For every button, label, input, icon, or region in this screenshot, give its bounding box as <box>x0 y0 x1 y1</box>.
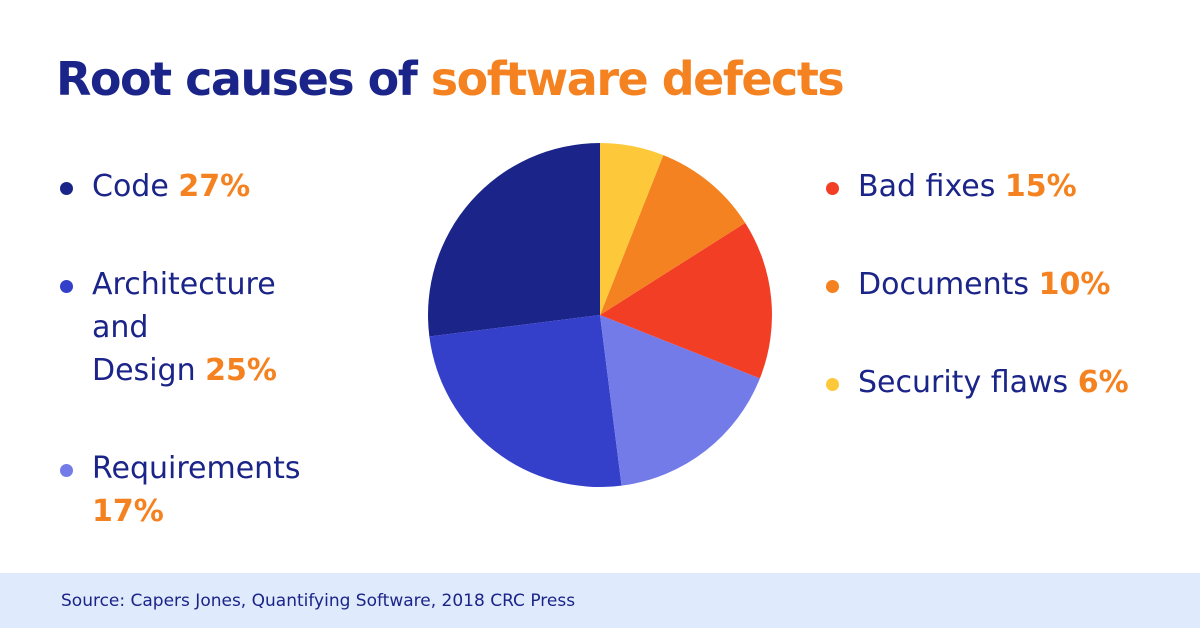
legend-dot <box>60 280 73 293</box>
legend-dot <box>826 378 839 391</box>
legend-item-requirements: Requirements 17% <box>60 447 301 533</box>
title-part-1: Root causes of <box>56 52 431 106</box>
legend-label: Architecture and Design <box>92 267 276 388</box>
legend-percent: 6% <box>1077 365 1129 400</box>
pie-chart <box>428 143 772 487</box>
pie-slice-architecture-and-design <box>429 315 622 487</box>
legend-dot <box>60 182 73 195</box>
legend-label: Code <box>92 169 169 204</box>
legend-dot <box>60 464 73 477</box>
legend-dot <box>826 182 839 195</box>
legend-percent: 27% <box>178 169 251 204</box>
legend-label: Bad fixes <box>858 169 996 204</box>
legend-item-code: Code 27% <box>60 165 250 208</box>
pie-slice-requirements <box>600 315 760 486</box>
pie-slice-code <box>428 143 600 337</box>
legend-percent: 15% <box>1004 169 1077 204</box>
legend-item-documents: Documents 10% <box>826 263 1110 306</box>
legend-percent: 25% <box>205 353 277 388</box>
pie-slice-bad-fixes <box>600 222 772 379</box>
title-part-2: software defects <box>430 52 845 106</box>
legend-percent: 10% <box>1038 267 1111 302</box>
legend-dot <box>826 280 839 293</box>
legend-label: Documents <box>858 267 1030 302</box>
chart-title: Root causes of software defects <box>56 56 845 102</box>
legend-percent: 17% <box>92 494 164 529</box>
legend-label: Requirements <box>92 451 301 486</box>
pie-slice-security-flaws <box>600 143 664 315</box>
source-text: Source: Capers Jones, Quantifying Softwa… <box>61 591 576 611</box>
legend-label: Security flaws <box>858 365 1069 400</box>
legend-item-security-flaws: Security flaws 6% <box>826 361 1129 404</box>
pie-slice-documents <box>600 155 746 315</box>
source-bar: Source: Capers Jones, Quantifying Softwa… <box>0 573 1200 628</box>
legend-item-bad-fixes: Bad fixes 15% <box>826 165 1077 208</box>
legend-item-architecture-design: Architecture and Design 25% <box>60 263 277 392</box>
